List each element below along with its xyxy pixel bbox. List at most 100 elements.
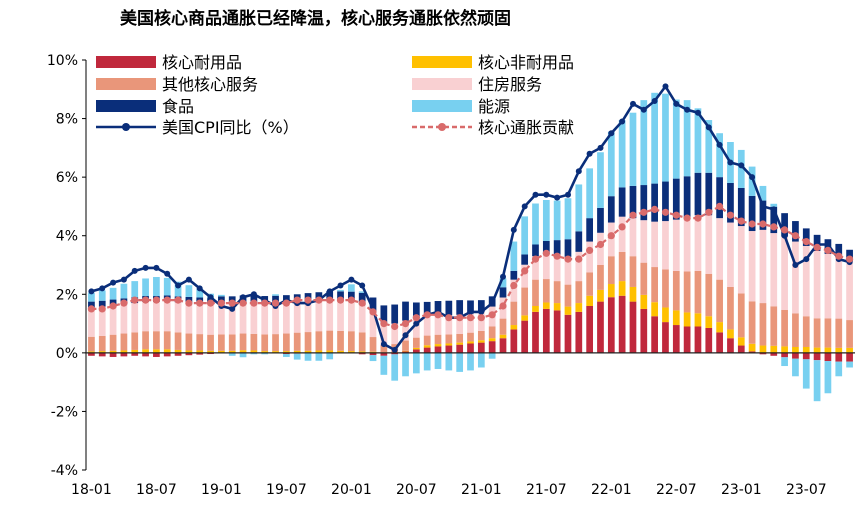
bar-other_core bbox=[434, 334, 442, 345]
point-cpi bbox=[207, 294, 214, 301]
bar-housing bbox=[759, 229, 767, 304]
bar-housing bbox=[174, 302, 182, 333]
bar-other_core bbox=[651, 267, 658, 303]
bar-durable bbox=[131, 352, 139, 356]
bar-housing bbox=[651, 221, 658, 268]
bar-energy bbox=[337, 289, 344, 292]
bar-food bbox=[618, 187, 626, 217]
point-core bbox=[607, 232, 615, 240]
legend-label-housing: 住房服务 bbox=[478, 75, 542, 94]
bar-nondurable bbox=[737, 337, 745, 346]
bar-other_core bbox=[239, 333, 247, 351]
bar-housing bbox=[467, 313, 474, 333]
bar-food bbox=[467, 300, 474, 314]
bar-nondurable bbox=[239, 350, 247, 353]
bar-other_core bbox=[770, 306, 778, 346]
bar-durable bbox=[597, 301, 604, 353]
bar-nondurable bbox=[597, 289, 604, 302]
bar-energy bbox=[770, 203, 778, 207]
point-core bbox=[196, 299, 204, 307]
bar-energy bbox=[716, 133, 723, 178]
bar-other_core bbox=[618, 251, 626, 282]
point-core bbox=[553, 252, 561, 260]
bar-durable bbox=[434, 346, 442, 353]
bar-housing bbox=[618, 216, 626, 252]
bar-food bbox=[380, 305, 388, 323]
bar-food bbox=[412, 302, 420, 319]
point-core bbox=[391, 322, 399, 331]
bar-nondurable bbox=[607, 284, 615, 298]
point-cpi bbox=[781, 232, 788, 239]
bar-other_core bbox=[369, 337, 377, 352]
bar-energy bbox=[326, 353, 334, 360]
point-cpi bbox=[824, 241, 831, 248]
bar-durable bbox=[705, 327, 713, 353]
point-core bbox=[228, 299, 236, 307]
bar-food bbox=[607, 196, 615, 223]
bar-other_core bbox=[748, 301, 756, 344]
bar-energy bbox=[477, 352, 485, 368]
bar-food bbox=[369, 297, 377, 313]
bar-nondurable bbox=[575, 303, 583, 312]
bar-energy bbox=[348, 284, 355, 292]
bar-food bbox=[640, 185, 648, 221]
bar-durable bbox=[402, 351, 409, 353]
bar-housing bbox=[142, 301, 149, 332]
bar-durable bbox=[727, 338, 734, 353]
point-cpi bbox=[565, 191, 571, 198]
bar-nondurable bbox=[651, 302, 658, 317]
bar-housing bbox=[434, 315, 442, 335]
point-core bbox=[575, 255, 583, 263]
bar-nondurable bbox=[824, 347, 832, 353]
bar-other_core bbox=[802, 316, 810, 347]
legend-swatch-housing bbox=[412, 78, 472, 90]
bar-energy bbox=[380, 355, 388, 375]
bar-durable bbox=[694, 326, 702, 353]
bar-housing bbox=[542, 254, 550, 280]
point-core bbox=[131, 296, 139, 304]
point-cpi bbox=[175, 282, 182, 289]
y-tick-label: 10% bbox=[47, 53, 78, 69]
y-tick-label: 0% bbox=[56, 346, 78, 362]
bar-durable bbox=[88, 352, 95, 356]
point-core bbox=[564, 255, 572, 263]
bar-housing bbox=[283, 302, 290, 334]
bar-housing bbox=[672, 219, 680, 271]
bar-other_core bbox=[532, 279, 539, 306]
point-core bbox=[271, 299, 280, 307]
bar-food bbox=[716, 177, 723, 219]
bar-housing bbox=[521, 264, 529, 288]
bar-housing bbox=[445, 315, 453, 335]
bar-other_core bbox=[196, 334, 204, 351]
bar-durable bbox=[423, 347, 431, 353]
bar-food bbox=[694, 172, 702, 216]
bar-housing bbox=[250, 303, 258, 334]
legend-label-food: 食品 bbox=[162, 97, 194, 116]
y-tick-label: 8% bbox=[56, 112, 78, 128]
bar-housing bbox=[770, 233, 778, 307]
point-core bbox=[846, 255, 854, 263]
point-cpi bbox=[510, 226, 517, 233]
bar-food bbox=[727, 183, 734, 223]
y-tick-label: 4% bbox=[56, 229, 78, 245]
bar-nondurable bbox=[315, 350, 323, 353]
point-core bbox=[358, 299, 366, 307]
bar-housing bbox=[304, 301, 312, 333]
bar-food bbox=[662, 181, 669, 222]
bar-other_core bbox=[412, 337, 420, 348]
bar-energy bbox=[781, 357, 788, 367]
bar-nondurable bbox=[304, 350, 312, 353]
bar-housing bbox=[412, 318, 420, 338]
bar-food bbox=[434, 301, 442, 316]
point-core bbox=[726, 211, 735, 219]
point-core bbox=[661, 208, 670, 216]
bar-energy bbox=[402, 352, 409, 377]
legend-label-energy: 能源 bbox=[478, 97, 510, 116]
point-core bbox=[163, 296, 171, 304]
bar-food bbox=[629, 185, 637, 219]
bar-energy bbox=[597, 152, 604, 208]
point-cpi bbox=[500, 273, 506, 280]
point-core bbox=[521, 267, 529, 275]
bar-other_core bbox=[456, 333, 464, 343]
bar-other_core bbox=[228, 334, 236, 351]
